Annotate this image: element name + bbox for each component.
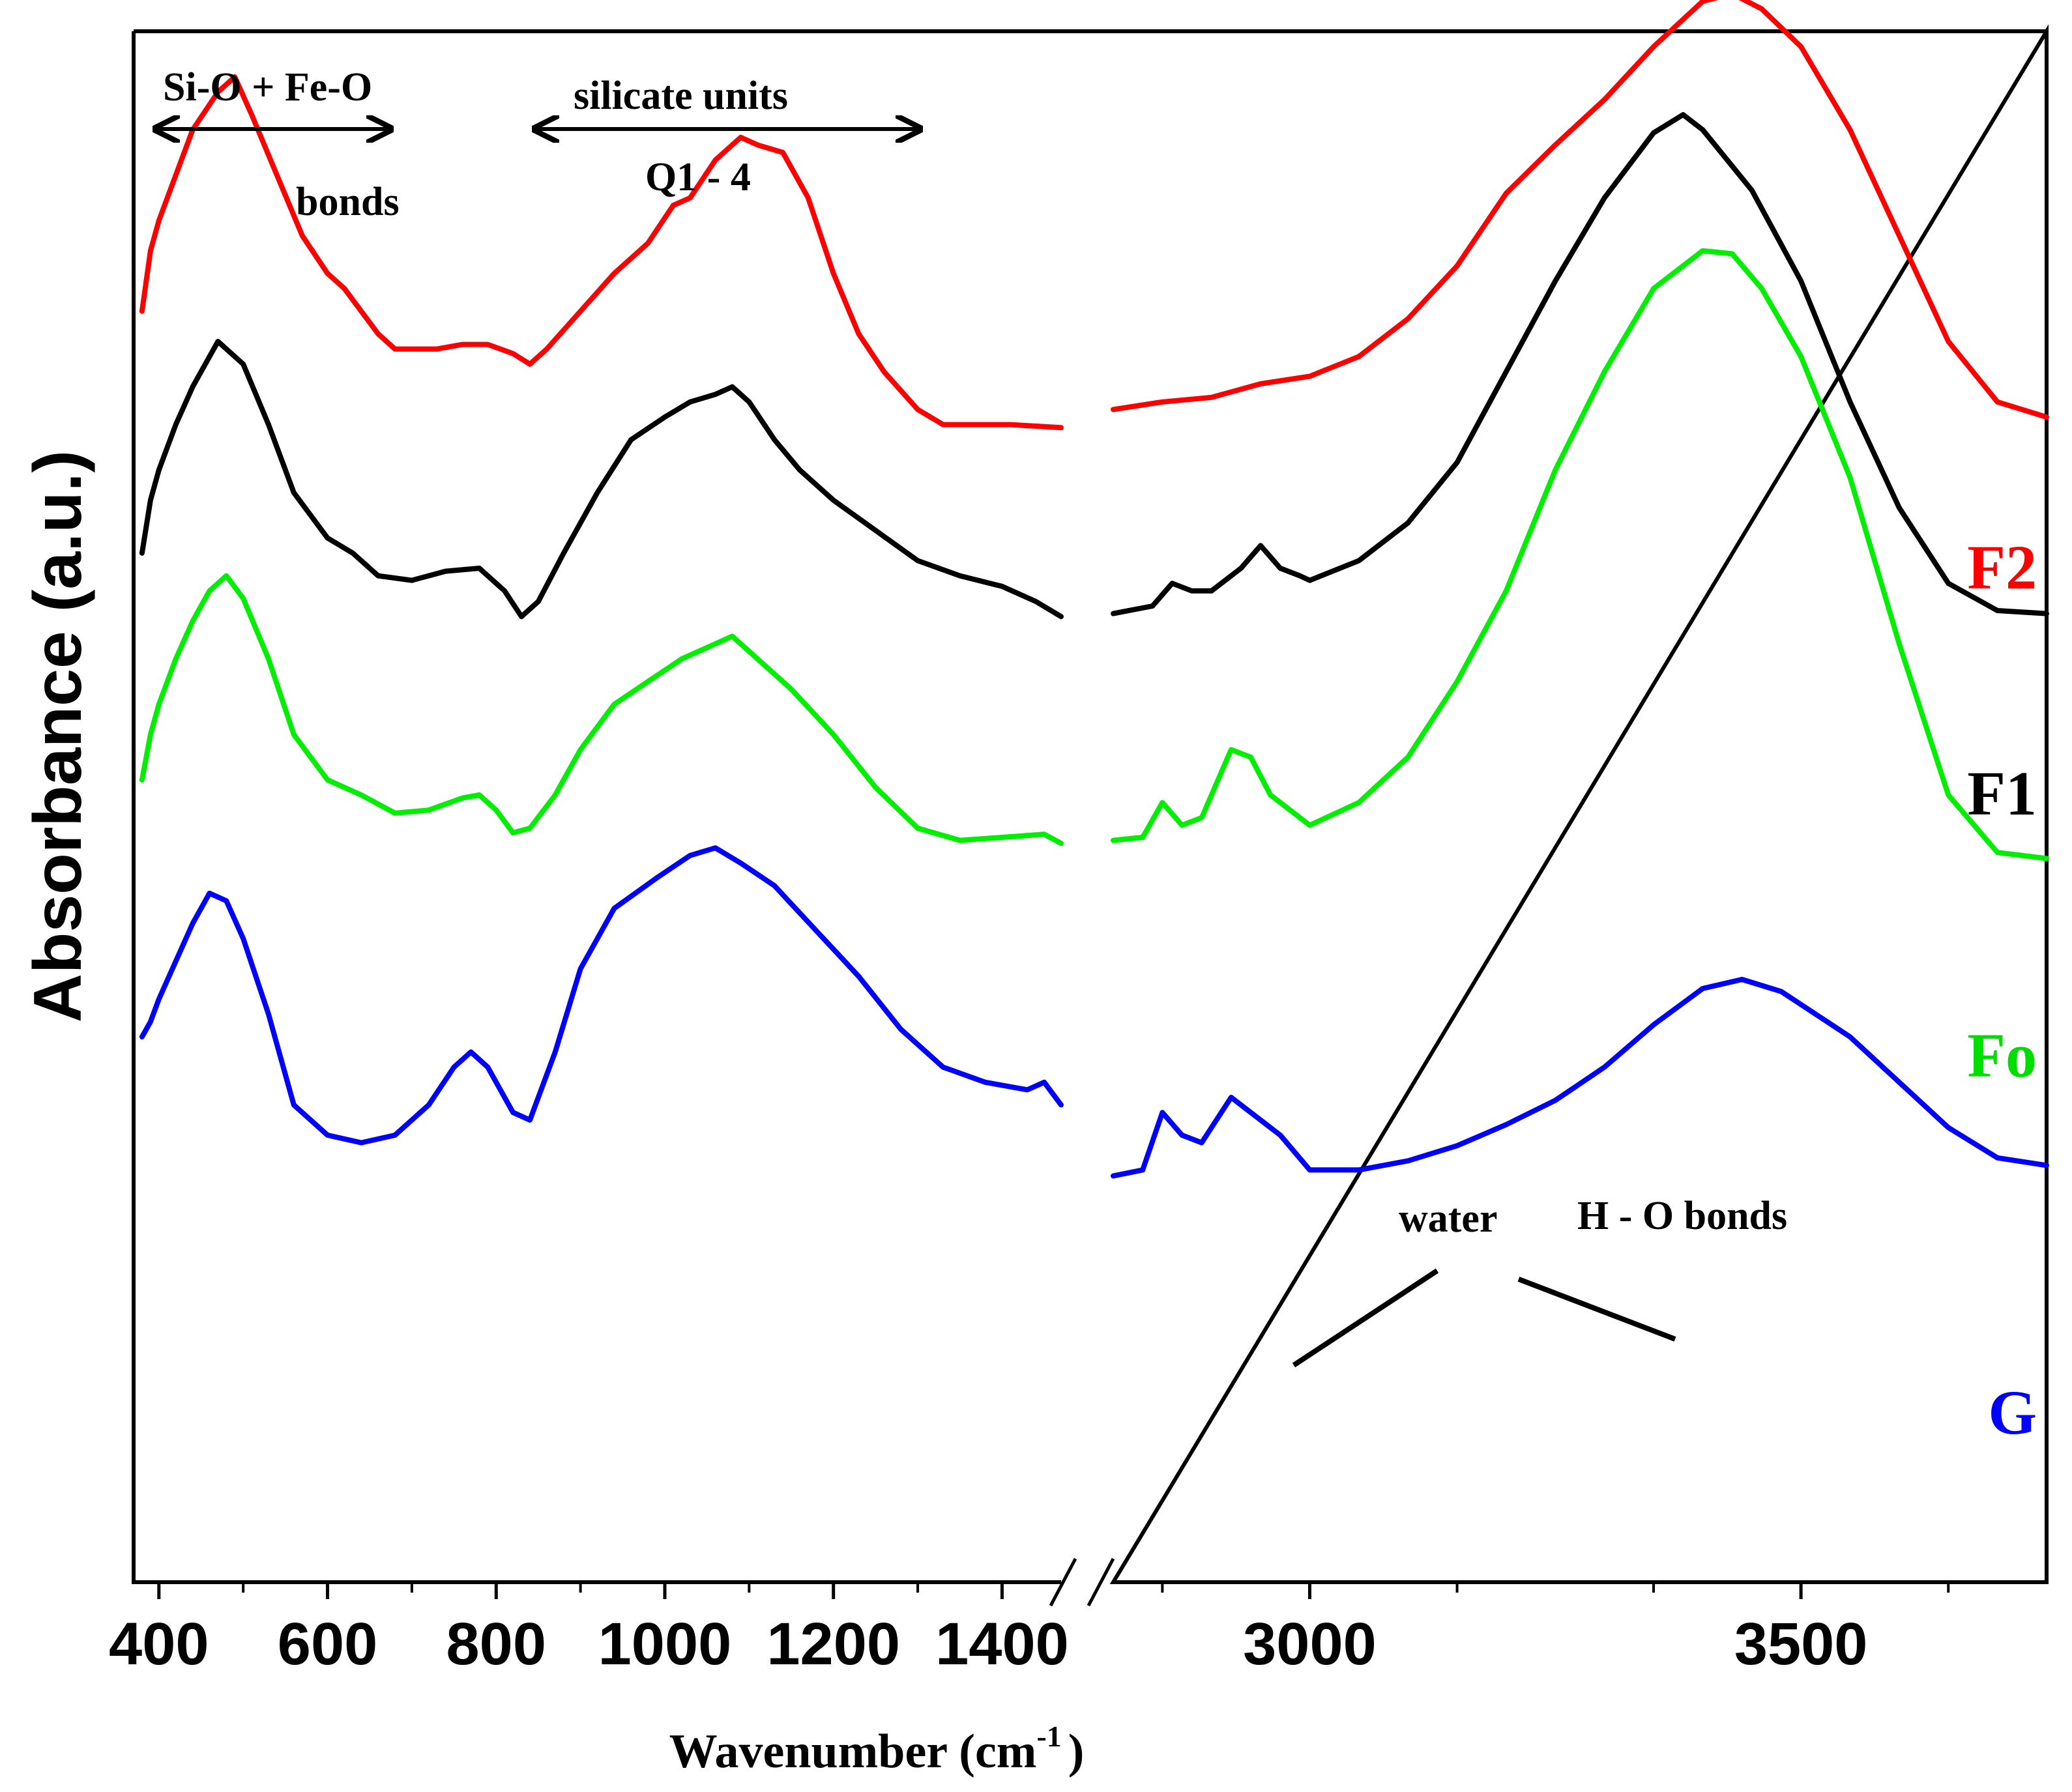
series-line-fo-seg2 [1111,248,2049,861]
water-pointer-line [1292,1268,1439,1368]
x-tick-label: 1400 [935,1611,1069,1677]
annotation-q1-4: Q1 - 4 [645,155,751,199]
series-line-g-seg1 [139,845,1064,1146]
x-axis-title-main: Wavenumber (cm [669,1725,1037,1778]
axis-tick-labels: 400 600 800 1000 1200 1400 3000 3500 [109,1611,1867,1677]
series-line-f1-seg1 [139,339,1064,620]
x-tick-label: 800 [446,1611,547,1677]
series-label-f1: F1 [1967,759,2037,828]
h-o-pointer-line [1517,1277,1676,1342]
annotation-h-o-bonds: H - O bonds [1577,1194,1787,1238]
x-tick-label: 3000 [1243,1611,1377,1677]
x-axis-title-suffix: ) [1068,1725,1085,1778]
x-axis-title: Wavenumber (cm-1) [669,1720,1085,1778]
x-tick-label: 1200 [766,1611,900,1677]
series-label-fo: Fo [1967,1020,2037,1090]
series-line-g-seg2 [1111,977,2049,1179]
annotation-silicate-units: silicate units [574,74,788,118]
annotation-bonds: bonds [296,180,400,224]
x-tick-label: 1000 [598,1611,732,1677]
annotation-si-o-fe-o: Si-O + Fe-O [163,65,372,109]
annotation-water: water [1399,1196,1497,1241]
axis-break-marks [1049,1557,1115,1607]
series-line-f2-seg2 [1111,0,2049,420]
plot-frame [132,24,2049,1584]
x-tick-label: 400 [109,1611,209,1677]
series-label-f2: F2 [1967,532,2037,602]
series-line-fo-seg1 [139,573,1064,846]
series-line-f1-seg2 [1111,112,2049,616]
x-tick-label: 600 [278,1611,378,1677]
y-axis-title: Absorbance (a.u.) [20,450,96,1022]
series-line-f2-seg1 [139,74,1064,431]
x-axis-title-superscript: -1 [1036,1720,1061,1753]
series-lines [139,0,2049,1179]
x-tick-label: 3500 [1734,1611,1868,1677]
axis-ticks [157,1582,1950,1599]
series-label-g: G [1988,1378,2037,1447]
